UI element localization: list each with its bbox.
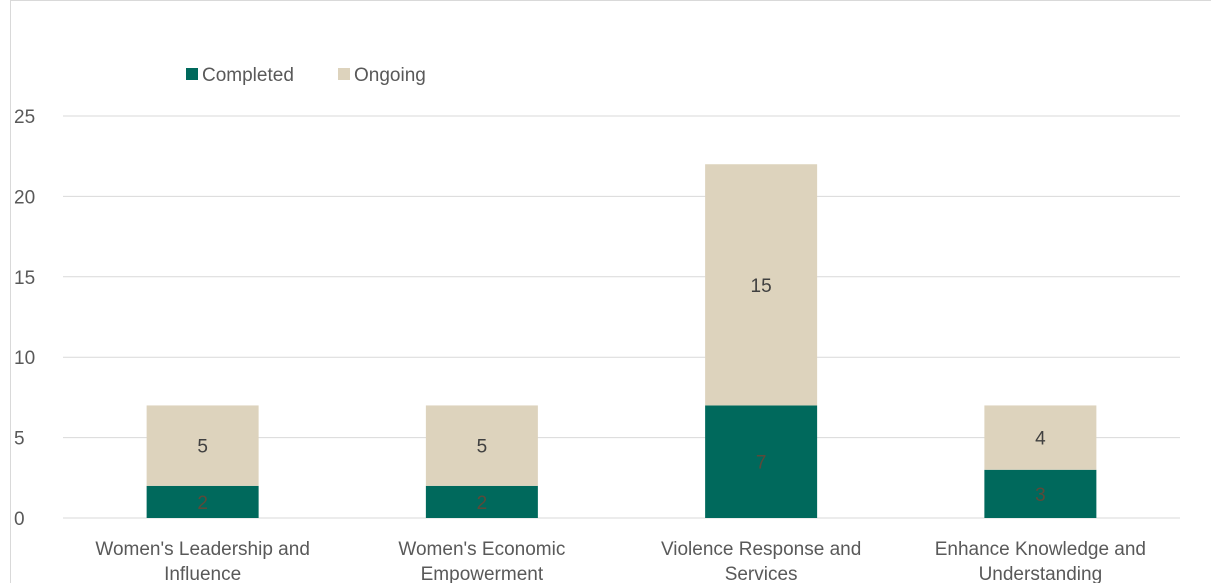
y-tick-label: 15 [14, 268, 35, 289]
y-tick-label: 0 [14, 509, 25, 530]
legend-swatch-completed [186, 68, 198, 80]
bar-completed-0 [146, 485, 259, 518]
bar-ongoing-3 [984, 405, 1097, 470]
x-category-label: Women's Leadership and [95, 539, 310, 560]
bar-ongoing-0 [146, 405, 259, 486]
data-label-completed-0: 2 [197, 493, 208, 514]
data-label-ongoing-1: 5 [477, 437, 488, 458]
data-label-completed-3: 3 [1035, 485, 1046, 506]
y-tick-label: 5 [14, 429, 25, 450]
data-label-completed-2: 7 [756, 453, 767, 474]
bars: 2 5 2 5 7 15 3 4 [146, 164, 1097, 518]
bar-completed-1 [425, 485, 538, 518]
data-label-ongoing-2: 15 [751, 276, 772, 297]
legend-swatch-ongoing [338, 68, 350, 80]
bar-ongoing-1 [425, 405, 538, 486]
legend: Completed Ongoing [186, 65, 426, 86]
y-tick-label: 25 [14, 107, 35, 128]
bar-ongoing-2 [705, 164, 818, 406]
data-label-completed-1: 2 [477, 493, 488, 514]
bar-completed-3 [984, 469, 1097, 518]
legend-label-ongoing: Ongoing [354, 65, 426, 86]
y-axis-ticks: 0 5 10 15 20 25 [14, 107, 35, 530]
y-tick-label: 10 [14, 348, 35, 369]
x-axis-labels: Women's Leadership and Influence Women's E… [95, 539, 1146, 583]
x-category-label: Enhance Knowledge and [935, 539, 1146, 560]
data-label-ongoing-3: 4 [1035, 429, 1046, 450]
bar-completed-2 [705, 405, 818, 518]
legend-label-completed: Completed [202, 65, 294, 86]
chart-frame [10, 0, 1211, 583]
y-tick-label: 20 [14, 187, 35, 208]
x-category-label: Understanding [979, 564, 1103, 583]
x-category-label: Women's Economic [398, 539, 565, 560]
x-category-label: Services [725, 564, 798, 583]
x-category-label: Influence [164, 564, 241, 583]
x-category-label: Empowerment [421, 564, 544, 583]
data-label-ongoing-0: 5 [197, 437, 208, 458]
x-category-label: Violence Response and [661, 539, 861, 560]
